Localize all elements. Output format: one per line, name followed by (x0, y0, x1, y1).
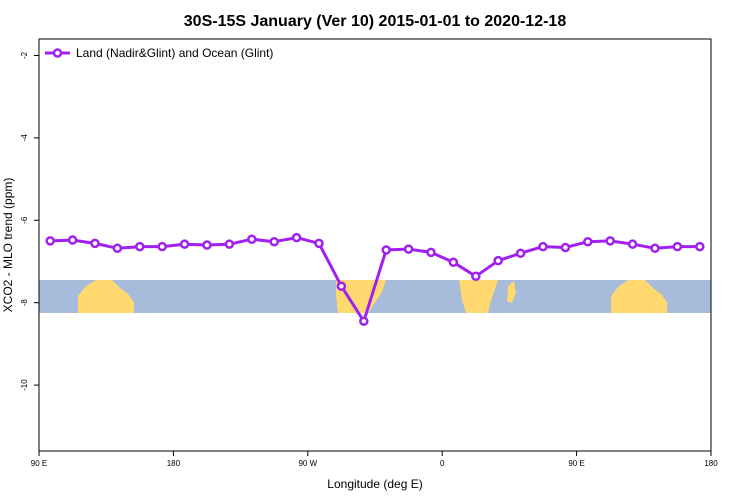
data-point (695, 241, 705, 252)
land-australia-2 (611, 280, 667, 313)
data-point (157, 241, 167, 252)
y-axis-label: XCO2 - MLO trend (ppm) (1, 178, 15, 313)
x-tick-label: 90 E (568, 459, 584, 468)
data-point (336, 281, 347, 291)
data-point (135, 241, 145, 252)
data-point (627, 239, 638, 249)
data-point (314, 238, 324, 249)
data-point (359, 316, 369, 326)
x-tick-label: 0 (440, 459, 445, 468)
data-point (224, 239, 235, 249)
data-point (605, 236, 615, 246)
data-point (448, 257, 459, 268)
plot-area (38, 38, 712, 452)
legend: Land (Nadir&Glint) and Ocean (Glint) (45, 46, 273, 60)
y-axis: -2 -4 -6 -8 -10 (20, 51, 39, 391)
data-point (538, 241, 548, 252)
land-madagascar (507, 281, 516, 303)
data-point (471, 271, 481, 282)
y-tick-label: -2 (20, 51, 29, 59)
y-tick-label: -4 (20, 134, 29, 142)
data-point (291, 232, 302, 243)
chart-title: 30S-15S January (Ver 10) 2015-01-01 to 2… (184, 13, 567, 30)
data-point (179, 239, 190, 249)
data-point (426, 247, 436, 258)
legend-label: Land (Nadir&Glint) and Ocean (Glint) (76, 46, 273, 60)
legend-marker (52, 48, 63, 58)
data-point (247, 234, 257, 244)
x-axis: 90 E 180 90 W 0 90 E 180 (31, 451, 718, 468)
data-point (67, 235, 78, 245)
data-point (650, 243, 660, 254)
data-point (583, 236, 593, 247)
data-point (269, 236, 279, 247)
data-point (515, 248, 526, 258)
data-point (672, 241, 683, 252)
data-point (202, 240, 212, 250)
x-tick-label: 90 E (31, 459, 47, 468)
x-axis-label: Longitude (deg E) (327, 477, 422, 491)
data-point (381, 245, 391, 255)
land-australia-1 (78, 280, 134, 313)
x-tick-label: 180 (704, 459, 718, 468)
land-africa (459, 280, 498, 313)
data-point (493, 255, 503, 266)
y-tick-label: -10 (20, 379, 29, 391)
data-point (45, 236, 55, 246)
y-tick-label: -8 (20, 299, 29, 307)
x-tick-label: 180 (167, 459, 181, 468)
x-tick-label: 90 W (298, 459, 317, 468)
data-point (90, 238, 100, 249)
data-point (403, 244, 414, 254)
data-point (112, 243, 123, 254)
series-layer (45, 232, 705, 326)
data-point (560, 242, 571, 253)
y-tick-label: -6 (20, 216, 29, 224)
